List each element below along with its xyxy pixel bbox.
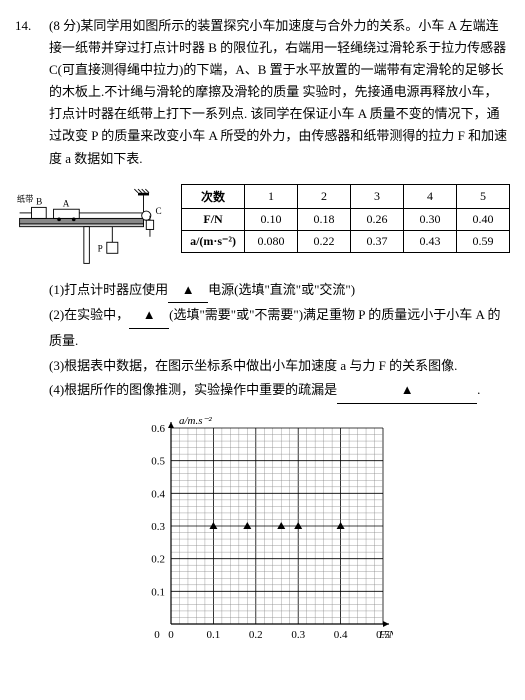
t3: 3 [351, 184, 404, 208]
label-p: P [98, 243, 103, 253]
apparatus-diagram: B 纸带 A C P [15, 178, 171, 268]
weight-p [107, 242, 118, 253]
q3: (3)根据表中数据，在图示坐标系中做出小车加速度 a 与力 F 的关系图像. [49, 354, 510, 379]
chart-container: 00.10.20.30.40.50.10.20.30.40.50.60a/m.s… [15, 410, 510, 654]
sub-questions: (1)打点计时器应使用▲电源(选填"直流"或"交流") (2)在实验中，▲(选填… [49, 278, 510, 404]
F4: 0.30 [404, 208, 457, 230]
points: (8 分) [49, 18, 80, 33]
diagram-table-row: B 纸带 A C P 次数 1 2 3 4 5 [15, 178, 510, 268]
th-F: F/N [182, 208, 245, 230]
q2-blank[interactable]: ▲ [129, 303, 169, 329]
t2: 2 [298, 184, 351, 208]
svg-text:0.4: 0.4 [151, 488, 165, 500]
q2: (2)在实验中，▲(选填"需要"或"不需要")满足重物 P 的质量远小于小车 A… [49, 303, 510, 353]
svg-text:F/N: F/N [378, 629, 393, 641]
t1: 1 [245, 184, 298, 208]
q1-tail: 电源(选填"直流"或"交流") [208, 282, 355, 297]
label-tape: 纸带 [17, 194, 34, 204]
label-c: C [155, 205, 161, 215]
line0: 某同学用如图所示的装置探究小车加速度与合外力的关系。小车 A 左端连接一纸带并穿… [49, 18, 507, 166]
a3: 0.37 [351, 230, 404, 252]
label-a: A [63, 198, 70, 208]
t4: 4 [404, 184, 457, 208]
svg-text:0.2: 0.2 [248, 629, 262, 641]
a5: 0.59 [457, 230, 510, 252]
q4-text: (4)根据所作的图像推测，实验操作中重要的疏漏是 [49, 382, 337, 397]
problem-statement: 14. (8 分)某同学用如图所示的装置探究小车加速度与合外力的关系。小车 A … [15, 15, 510, 170]
sensor-c [146, 220, 153, 229]
svg-text:a/m.s⁻²: a/m.s⁻² [179, 415, 212, 427]
a1: 0.080 [245, 230, 298, 252]
svg-text:0.5: 0.5 [151, 456, 165, 468]
F3: 0.26 [351, 208, 404, 230]
th-a: a/(m·s⁻²) [182, 230, 245, 252]
fill-mark: ▲ [143, 307, 156, 322]
wheel2 [72, 217, 76, 221]
svg-text:0: 0 [154, 629, 160, 641]
problem-body: (8 分)某同学用如图所示的装置探究小车加速度与合外力的关系。小车 A 左端连接… [49, 15, 510, 170]
pulley-mount-top [138, 192, 149, 195]
F1: 0.10 [245, 208, 298, 230]
label-b: B [36, 196, 42, 206]
F2: 0.18 [298, 208, 351, 230]
timer-b [32, 207, 47, 218]
q4: (4)根据所作的图像推测，实验操作中重要的疏漏是▲. [49, 378, 510, 404]
q2-text: (2)在实验中， [49, 307, 129, 322]
a-vs-f-chart: 00.10.20.30.40.50.10.20.30.40.50.60a/m.s… [133, 410, 393, 650]
wheel1 [57, 217, 61, 221]
fill-mark: ▲ [182, 282, 195, 297]
table-row: F/N 0.10 0.18 0.26 0.30 0.40 [182, 208, 510, 230]
th-trials: 次数 [182, 184, 245, 208]
q3-text: (3)根据表中数据，在图示坐标系中做出小车加速度 a 与力 F 的关系图像. [49, 358, 457, 373]
cart-a [54, 209, 80, 218]
table-row: 次数 1 2 3 4 5 [182, 184, 510, 208]
F5: 0.40 [457, 208, 510, 230]
num-txt: 14. [15, 18, 31, 33]
table-top [20, 218, 144, 224]
svg-text:0.1: 0.1 [151, 586, 165, 598]
q1-text: (1)打点计时器应使用 [49, 282, 168, 297]
svg-text:0.6: 0.6 [151, 423, 165, 435]
table-leg [84, 226, 90, 263]
svg-text:0.3: 0.3 [151, 521, 165, 533]
q1: (1)打点计时器应使用 ▲ 电源(选填"直流"或"交流") [49, 278, 510, 304]
table-edge [20, 224, 144, 227]
problem-number: 14. [15, 15, 49, 37]
svg-text:0.2: 0.2 [151, 554, 165, 566]
fill-mark: ▲ [401, 382, 414, 397]
t5: 5 [457, 184, 510, 208]
table-row: a/(m·s⁻²) 0.080 0.22 0.37 0.43 0.59 [182, 230, 510, 252]
a2: 0.22 [298, 230, 351, 252]
q1-blank[interactable]: ▲ [168, 278, 208, 304]
a4: 0.43 [404, 230, 457, 252]
svg-text:0: 0 [168, 629, 174, 641]
svg-text:0.3: 0.3 [291, 629, 305, 641]
svg-text:0.4: 0.4 [333, 629, 347, 641]
data-table: 次数 1 2 3 4 5 F/N 0.10 0.18 0.26 0.30 0.4… [181, 184, 510, 253]
svg-text:0.1: 0.1 [206, 629, 220, 641]
q4-blank[interactable]: ▲ [337, 378, 477, 404]
